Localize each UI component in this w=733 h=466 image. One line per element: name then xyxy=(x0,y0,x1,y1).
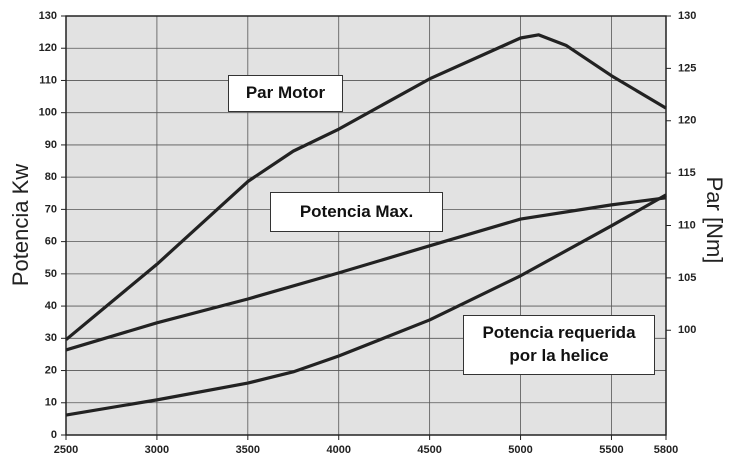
y-tick-label: 0 xyxy=(51,429,57,441)
series-label: Potencia requerida por la helice xyxy=(463,315,655,375)
line xyxy=(65,193,667,417)
y-tick-label: 10 xyxy=(45,397,57,409)
y-tick-label: 70 xyxy=(45,203,57,215)
series-label: Par Motor xyxy=(228,75,343,112)
y2-tick-label: 120 xyxy=(678,115,696,127)
line xyxy=(65,196,667,352)
x-tick-label: 5500 xyxy=(599,444,623,456)
x-tick-label: 2500 xyxy=(54,444,78,456)
y2-axis-label: Par [Nm] xyxy=(702,177,727,264)
y-tick-label: 100 xyxy=(39,107,57,119)
y2-tick-label: 105 xyxy=(678,272,696,284)
y-tick-label: 110 xyxy=(39,74,57,86)
x-tick-label: 5800 xyxy=(654,444,678,456)
y2-tick-label: 110 xyxy=(678,219,696,231)
x-tick-label: 3000 xyxy=(145,444,169,456)
y-tick-label: 50 xyxy=(45,268,57,280)
x-tick-label: 4000 xyxy=(326,444,350,456)
y-tick-label: 130 xyxy=(39,10,57,22)
x-tick-label: 4500 xyxy=(417,444,441,456)
y-tick-label: 80 xyxy=(45,171,57,183)
y2-tick-label: 115 xyxy=(678,167,696,179)
y-tick-label: 60 xyxy=(45,236,57,248)
series-label: Potencia Max. xyxy=(270,192,443,232)
y-axis-label: Potencia Kw xyxy=(8,164,33,286)
plot-border xyxy=(65,15,667,436)
y2-tick-label: 100 xyxy=(678,324,696,336)
x-tick-label: 5000 xyxy=(508,444,532,456)
y-tick-label: 40 xyxy=(45,300,57,312)
y-tick-label: 120 xyxy=(39,42,57,54)
y-tick-label: 90 xyxy=(45,139,57,151)
x-tick-label: 3500 xyxy=(236,444,260,456)
y2-tick-label: 125 xyxy=(678,62,696,74)
y2-tick-label: 130 xyxy=(678,10,696,22)
y-tick-label: 20 xyxy=(45,364,57,376)
y-tick-label: 30 xyxy=(45,332,57,344)
line xyxy=(64,33,667,341)
